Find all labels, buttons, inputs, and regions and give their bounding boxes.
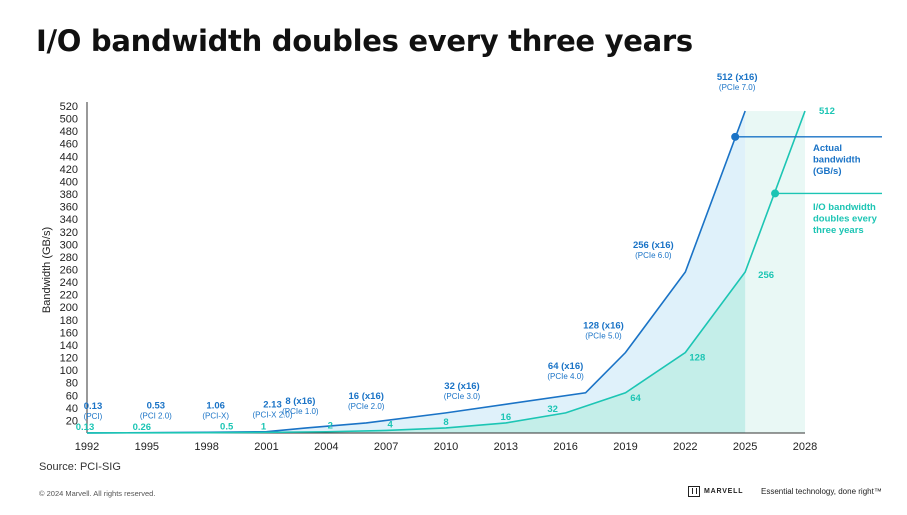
doubling-series-line — [86, 110, 806, 434]
y-tick-label: 240 — [60, 277, 78, 289]
shaded-areas — [87, 111, 805, 434]
actual-version-label: (PCI-X) — [202, 411, 229, 420]
doubling-value-label: 0.26 — [133, 422, 152, 433]
y-tick-label: 40 — [66, 403, 78, 415]
y-tick-label: 80 — [66, 378, 78, 390]
y-tick-label: 100 — [60, 365, 78, 377]
x-tick-label: 2007 — [374, 441, 398, 453]
doubling-value-label: 128 — [689, 353, 705, 364]
x-tick-label: 2001 — [254, 441, 278, 453]
doubling-value-label: 64 — [630, 393, 641, 404]
y-tick-label: 200 — [60, 302, 78, 314]
doubling-legend-label: I/O bandwidth doubles every three years — [813, 202, 878, 236]
actual-value-label: 0.53 — [147, 401, 166, 412]
doubling-value-label: 2 — [328, 421, 333, 432]
y-tick-label: 380 — [60, 189, 78, 201]
y-tick-label: 480 — [60, 126, 78, 138]
actual-version-label: (PCI) — [84, 412, 103, 421]
doubling-value-label: 0.13 — [76, 422, 95, 433]
x-tick-label: 2025 — [733, 441, 757, 453]
doubling-value-label: 4 — [388, 419, 394, 430]
actual-value-label: 16 (x16) — [349, 391, 384, 402]
actual-version-label: (PCIe 3.0) — [444, 392, 481, 401]
brand-logo-group: MARVELL — [688, 486, 743, 497]
actual-version-label: (PCIe 2.0) — [348, 402, 385, 411]
y-tick-label: 60 — [66, 390, 78, 402]
y-tick-label: 460 — [60, 139, 78, 151]
x-axis-ticks: 1992 1995 1998 2001 2004 2007 2010 2013 2016 2019… — [75, 441, 817, 453]
x-tick-label: 2022 — [673, 441, 697, 453]
y-tick-label: 260 — [60, 265, 78, 277]
y-tick-label: 280 — [60, 252, 78, 264]
y-tick-label: 220 — [60, 290, 78, 302]
future-band — [745, 111, 805, 434]
chart-legend: Actual bandwidth (GB/s) I/O bandwidth double… — [813, 143, 878, 236]
actual-version-label: (PCI-X 2.0) — [252, 411, 292, 420]
y-tick-label: 120 — [60, 353, 78, 365]
doubling-value-label: 8 — [443, 417, 448, 428]
actual-version-label: (PCIe 7.0) — [719, 83, 756, 92]
marvell-logo-icon — [688, 486, 700, 497]
series-lines — [86, 110, 882, 434]
actual-marker-point — [731, 132, 740, 141]
doubling-area — [87, 272, 746, 433]
y-tick-label: 160 — [60, 327, 78, 339]
doubling-value-label: 32 — [547, 404, 558, 415]
actual-version-label: (PCI 2.0) — [140, 412, 172, 421]
x-tick-label: 1995 — [135, 441, 159, 453]
y-tick-label: 420 — [60, 164, 78, 176]
actual-value-label: 32 (x16) — [444, 381, 479, 392]
y-axis-ticks: 2040608010012014016018020022024026028030… — [60, 101, 78, 427]
x-tick-label: 1998 — [194, 441, 218, 453]
x-tick-label: 2013 — [494, 441, 518, 453]
x-tick-label: 2016 — [553, 441, 577, 453]
actual-value-label: 8 (x16) — [285, 396, 315, 407]
y-tick-label: 440 — [60, 151, 78, 163]
y-tick-label: 140 — [60, 340, 78, 352]
actual-value-label: 128 (x16) — [583, 321, 624, 332]
actual-value-label: 512 (x16) — [717, 72, 758, 83]
source-note: Source: PCI-SIG — [39, 461, 121, 473]
y-tick-label: 360 — [60, 202, 78, 214]
doubling-value-label: 256 — [758, 270, 774, 281]
y-tick-label: 400 — [60, 176, 78, 188]
brand-name: MARVELL — [704, 488, 744, 495]
actual-legend-label: Actual bandwidth (GB/s) — [813, 143, 861, 177]
bandwidth-chart: 2040608010012014016018020022024026028030… — [41, 72, 882, 453]
actual-value-label: 1.06 — [206, 400, 225, 411]
actual-value-label: 256 (x16) — [633, 240, 674, 251]
doubling-value-label: 512 — [819, 106, 835, 117]
x-tick-label: 2010 — [434, 441, 458, 453]
y-tick-label: 520 — [60, 101, 78, 113]
x-tick-label: 2019 — [613, 441, 637, 453]
actual-value-label: 64 (x16) — [548, 361, 583, 372]
y-tick-label: 300 — [60, 239, 78, 251]
data-labels: 0.13(PCI)0.53(PCI 2.0)1.06(PCI-X)2.13(PC… — [76, 72, 835, 433]
y-tick-label: 500 — [60, 114, 78, 126]
actual-value-label: 2.13 — [263, 400, 282, 411]
x-tick-label: 2028 — [793, 441, 817, 453]
y-tick-label: 340 — [60, 214, 78, 226]
chart-title: I/O bandwidth doubles every three years — [36, 24, 693, 58]
x-tick-label: 1992 — [75, 441, 99, 453]
doubling-value-label: 0.5 — [220, 422, 234, 433]
tagline: Essential technology, done right™ — [761, 487, 882, 496]
x-tick-label: 2004 — [314, 441, 338, 453]
actual-version-label: (PCIe 1.0) — [282, 407, 319, 416]
actual-version-label: (PCIe 5.0) — [585, 332, 622, 341]
y-tick-label: 320 — [60, 227, 78, 239]
copyright-note: © 2024 Marvell. All rights reserved. — [39, 489, 156, 498]
y-tick-label: 180 — [60, 315, 78, 327]
y-tick-label: 20 — [66, 415, 78, 427]
actual-version-label: (PCIe 6.0) — [635, 251, 672, 260]
actual-value-label: 0.13 — [84, 401, 103, 412]
doubling-value-label: 1 — [261, 421, 267, 432]
doubling-marker-point — [771, 189, 780, 198]
y-axis-label: Bandwidth (GB/s) — [41, 227, 53, 313]
doubling-value-label: 16 — [501, 412, 512, 423]
actual-version-label: (PCIe 4.0) — [547, 372, 584, 381]
